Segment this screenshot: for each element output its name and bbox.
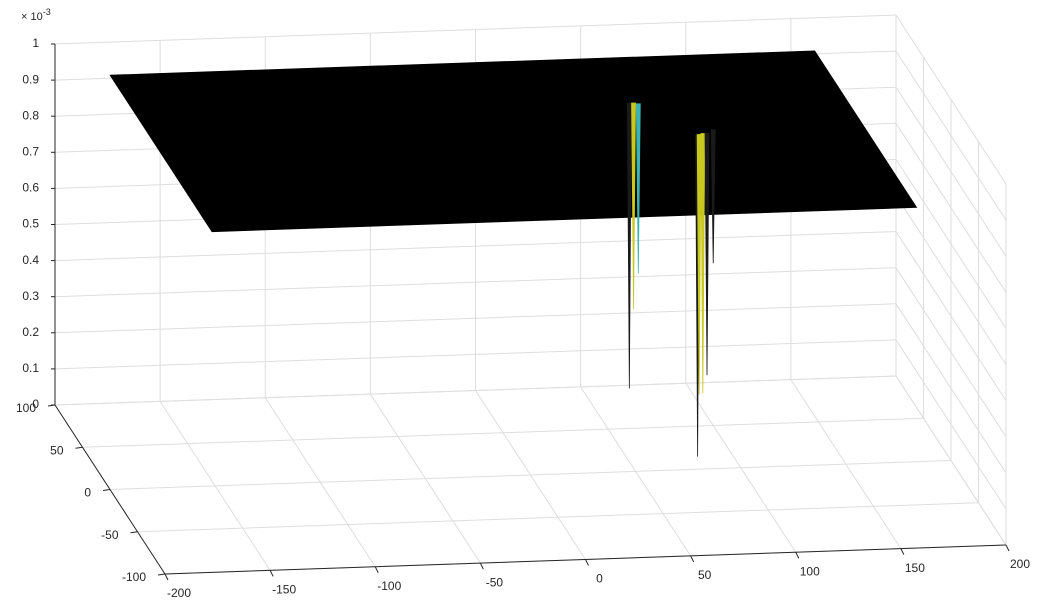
surface bbox=[109, 50, 918, 233]
x-tick-mark bbox=[374, 566, 379, 573]
grid-line bbox=[895, 339, 1007, 510]
y-tick-mark bbox=[47, 404, 56, 407]
grid-line bbox=[54, 267, 897, 298]
y-tick-mark bbox=[157, 573, 166, 576]
grid-line bbox=[54, 14, 897, 45]
surface-spike bbox=[710, 129, 716, 264]
y-tick-mark bbox=[130, 531, 138, 534]
z-tick-label: 0.6 bbox=[22, 181, 39, 195]
z-tick-label: 0.1 bbox=[22, 361, 39, 375]
z-tick-label: 1 bbox=[32, 36, 39, 50]
x-tick-mark bbox=[585, 559, 589, 566]
grid-line bbox=[895, 14, 1007, 185]
grid-line bbox=[895, 50, 1007, 221]
surface-spike bbox=[635, 103, 641, 274]
y-tick-label: -50 bbox=[101, 528, 119, 542]
grid-line bbox=[895, 231, 1007, 401]
grid-line bbox=[895, 123, 1007, 293]
y-tick-label: 0 bbox=[84, 486, 91, 500]
x-tick-label: -50 bbox=[486, 575, 504, 589]
surface-spike bbox=[626, 102, 632, 389]
surface-spike bbox=[696, 134, 702, 395]
grid-line bbox=[137, 502, 979, 533]
surface-spike bbox=[704, 132, 710, 376]
grid-line bbox=[895, 267, 1007, 437]
surface-spike bbox=[700, 133, 706, 394]
grid-line bbox=[109, 460, 952, 490]
grid-line bbox=[895, 375, 1007, 546]
x-tick-mark bbox=[269, 570, 274, 577]
z-tick-label: 0.3 bbox=[22, 289, 39, 303]
grid-line bbox=[54, 375, 897, 406]
x-tick-mark bbox=[479, 562, 484, 570]
x-tick-label: 200 bbox=[1010, 557, 1030, 571]
x-tick-label: 100 bbox=[800, 564, 820, 578]
x-tick-mark bbox=[1005, 544, 1010, 552]
z-tick-label: 0.2 bbox=[22, 325, 39, 339]
axes bbox=[47, 43, 1010, 581]
surface-spikes bbox=[626, 102, 716, 457]
y-tick-label: 50 bbox=[50, 443, 64, 457]
surface-spike bbox=[631, 102, 636, 309]
z-tick-label: 0.4 bbox=[22, 253, 39, 267]
grid-line bbox=[54, 231, 897, 262]
tick-labels: 0 0.1 0.2 0.3 0.4 0.5 0.6 0.7 0.8 0.9 1 -200 -150 -10… bbox=[16, 7, 1030, 600]
x-tick-label: -100 bbox=[377, 579, 401, 593]
x-tick-mark bbox=[795, 552, 800, 559]
z-tick-label: 0.7 bbox=[22, 144, 39, 158]
grid-line bbox=[54, 339, 897, 370]
y-tick-label: -100 bbox=[122, 570, 146, 584]
x-tick-mark bbox=[690, 555, 695, 563]
y-tick-mark bbox=[102, 489, 111, 491]
x-tick-mark bbox=[900, 548, 905, 555]
z-tick-label: 0.9 bbox=[22, 72, 39, 86]
grid-line bbox=[895, 303, 1007, 474]
z-exponent-label: × 10-3 bbox=[21, 7, 51, 23]
x-tick-label: -150 bbox=[272, 583, 296, 597]
x-tick-mark bbox=[164, 573, 169, 581]
grid-line bbox=[895, 86, 1007, 257]
z-tick-label: 0.5 bbox=[22, 217, 39, 231]
y-tick-label: 100 bbox=[16, 401, 36, 415]
grid-line bbox=[895, 195, 1007, 365]
x-tick-label: 0 bbox=[596, 572, 603, 586]
grid-line bbox=[895, 159, 1007, 329]
grid-line bbox=[82, 417, 924, 448]
y-tick-mark bbox=[75, 446, 83, 449]
z-tick-label: 0 bbox=[32, 397, 39, 411]
x-tick-label: 50 bbox=[698, 568, 712, 582]
surface-plateau bbox=[109, 50, 918, 233]
z-tick-label: 0.8 bbox=[22, 108, 39, 122]
x-tick-label: -200 bbox=[167, 586, 191, 600]
x-tick-label: 150 bbox=[905, 561, 925, 575]
grid-line bbox=[54, 303, 897, 334]
